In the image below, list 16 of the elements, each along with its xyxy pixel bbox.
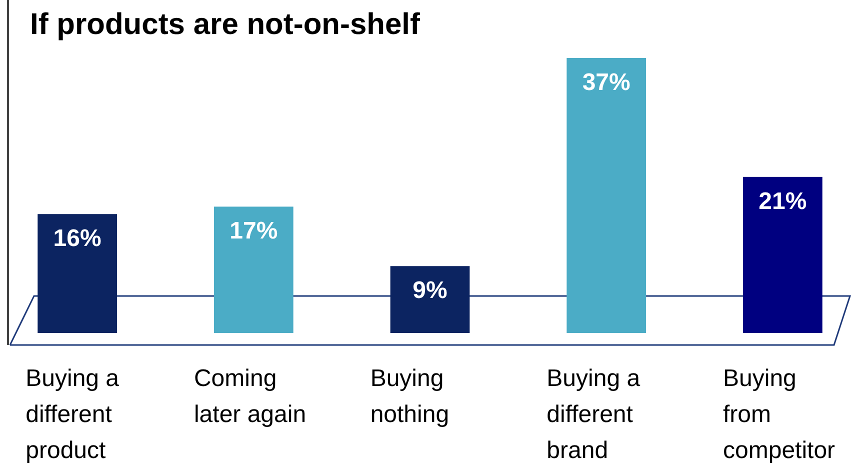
data-label: 16%: [53, 225, 102, 252]
x-tick-label: Buying from competitor: [723, 365, 836, 464]
data-label: 9%: [412, 277, 448, 304]
bar: [743, 176, 822, 333]
bar: [390, 266, 470, 333]
x-tick-label: Buying a different brand: [546, 365, 641, 464]
x-tick-label: Buying nothing: [370, 365, 450, 428]
bar: [566, 58, 646, 333]
x-tick-label: Coming later again: [194, 365, 306, 428]
x-tick-label: Buying a different product: [26, 365, 120, 464]
data-label: 21%: [758, 188, 807, 215]
bar: [214, 206, 294, 333]
data-label: 37%: [582, 69, 630, 96]
chart-title: If products are not-on-shelf: [30, 8, 422, 41]
bar: [38, 214, 117, 333]
data-label: 17%: [230, 218, 278, 245]
